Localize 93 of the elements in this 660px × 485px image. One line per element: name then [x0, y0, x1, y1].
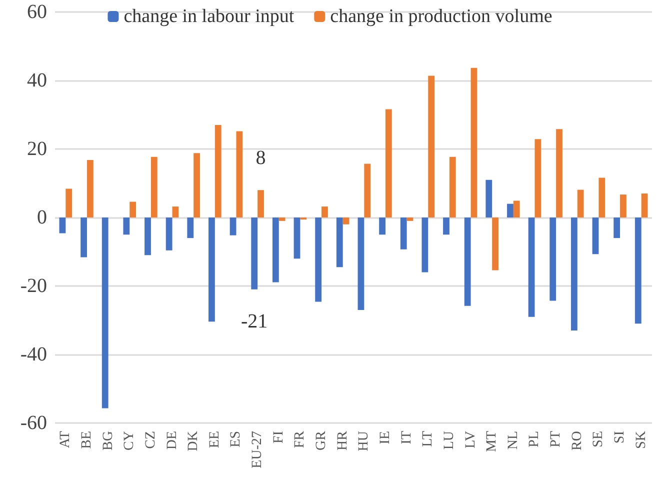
y-tick-label: 20 — [27, 138, 47, 160]
bar — [251, 218, 258, 290]
bar — [486, 180, 492, 218]
x-tick-label: BG — [100, 431, 116, 450]
bar — [102, 218, 108, 408]
bar — [570, 218, 578, 331]
x-tick-label: SI — [612, 430, 628, 444]
bar — [272, 218, 279, 282]
x-tick-label: PL — [527, 431, 542, 448]
bar — [208, 218, 215, 322]
y-tick-label: 60 — [27, 1, 47, 23]
bar — [150, 156, 158, 218]
bar — [166, 218, 172, 250]
y-tick-label: -60 — [20, 412, 47, 434]
bar — [364, 164, 371, 218]
bar — [130, 202, 136, 218]
x-tick-label: RO — [570, 431, 585, 450]
bar — [59, 218, 66, 234]
x-tick-label: IE — [378, 431, 393, 444]
x-tick-label: SE — [591, 431, 606, 448]
x-tick-label: FR — [292, 430, 308, 448]
bar — [144, 218, 151, 256]
bar — [123, 218, 130, 235]
x-tick-label: NL — [506, 431, 521, 450]
data-label: 8 — [256, 147, 266, 170]
x-tick-label: LU — [442, 431, 457, 450]
bar — [513, 200, 520, 218]
bar — [528, 218, 535, 317]
x-tick-label: HU — [356, 431, 372, 452]
bar — [614, 218, 620, 238]
bar — [258, 190, 264, 218]
x-tick-label: GR — [314, 430, 330, 450]
x-tick-label: SK — [634, 431, 649, 449]
bar — [470, 68, 478, 218]
bar — [598, 178, 606, 218]
bar — [592, 218, 599, 254]
bar — [422, 218, 428, 272]
bar — [236, 131, 243, 218]
legend-label: change in production volume — [330, 6, 552, 27]
x-tick-label: LV — [463, 431, 478, 448]
bar — [379, 218, 386, 235]
y-tick-label: -40 — [20, 344, 47, 366]
bar — [214, 125, 222, 218]
bar — [66, 188, 72, 218]
bar — [400, 218, 407, 250]
bar — [322, 206, 328, 218]
x-tick-label: DE — [164, 431, 180, 450]
bar — [507, 204, 514, 218]
x-tick-label: DK — [186, 431, 202, 452]
bar — [336, 218, 343, 268]
bar — [443, 218, 450, 235]
bar — [406, 218, 414, 221]
y-tick-label: 0 — [37, 206, 47, 228]
y-tick-label: -20 — [20, 275, 47, 297]
bar — [230, 218, 236, 236]
bar — [428, 76, 435, 218]
x-tick-label: EU-27 — [250, 431, 266, 468]
x-tick-label: BE — [79, 431, 94, 449]
bar — [278, 218, 286, 221]
bar — [620, 194, 626, 218]
x-tick-label: LT — [420, 430, 436, 447]
bar — [80, 218, 87, 258]
bar — [315, 218, 322, 302]
bar — [492, 218, 498, 270]
bar — [358, 218, 364, 310]
bar — [86, 160, 94, 218]
bar — [449, 156, 456, 218]
x-tick-label: CY — [122, 431, 138, 450]
bar — [577, 190, 584, 218]
x-tick-label: FI — [271, 430, 286, 444]
bar — [194, 153, 200, 218]
y-tick-label: 40 — [27, 70, 47, 92]
bar — [464, 218, 471, 306]
x-tick-label: PT — [548, 430, 564, 448]
bar — [534, 139, 542, 218]
bar — [641, 194, 648, 218]
bar — [342, 218, 350, 224]
x-tick-label: AT — [58, 430, 74, 448]
x-tick-label: MT — [484, 430, 500, 452]
bar — [550, 218, 556, 301]
x-tick-label: ES — [228, 431, 244, 448]
bar — [634, 218, 642, 324]
x-tick-label: EE — [207, 431, 222, 448]
x-tick-label: CZ — [143, 431, 158, 449]
bar — [385, 109, 392, 218]
bar — [172, 206, 179, 218]
x-tick-label: IT — [399, 430, 414, 444]
bar — [556, 129, 562, 218]
x-tick-label: HR — [335, 430, 350, 450]
data-label: -21 — [241, 310, 268, 332]
bar — [187, 218, 194, 238]
legend-label: change in labour input — [124, 6, 295, 27]
bar — [294, 218, 300, 259]
